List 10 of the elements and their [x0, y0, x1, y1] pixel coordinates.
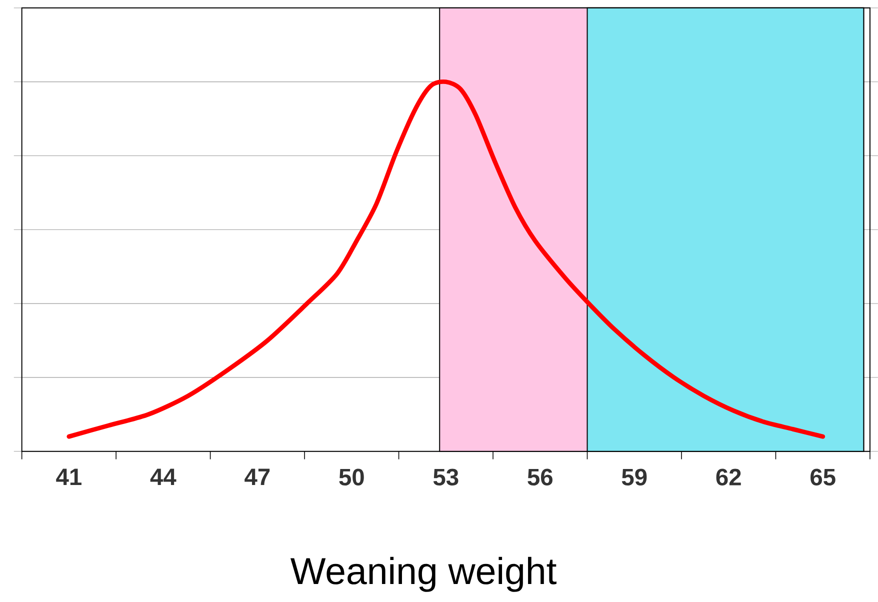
x-tick-label: 44: [150, 468, 176, 485]
x-tick-label: 65: [810, 468, 836, 486]
x-tick-label: 59: [622, 468, 647, 486]
x-tick-label: 53: [433, 468, 458, 486]
x-tick-label: 47: [244, 468, 270, 485]
x-tick-label: 41: [56, 468, 82, 485]
x-tick-label: 56: [528, 468, 552, 486]
x-axis-title: Weaning weight: [290, 556, 556, 592]
x-tick-label: 50: [339, 468, 364, 486]
x-tick-label: 62: [716, 468, 741, 486]
